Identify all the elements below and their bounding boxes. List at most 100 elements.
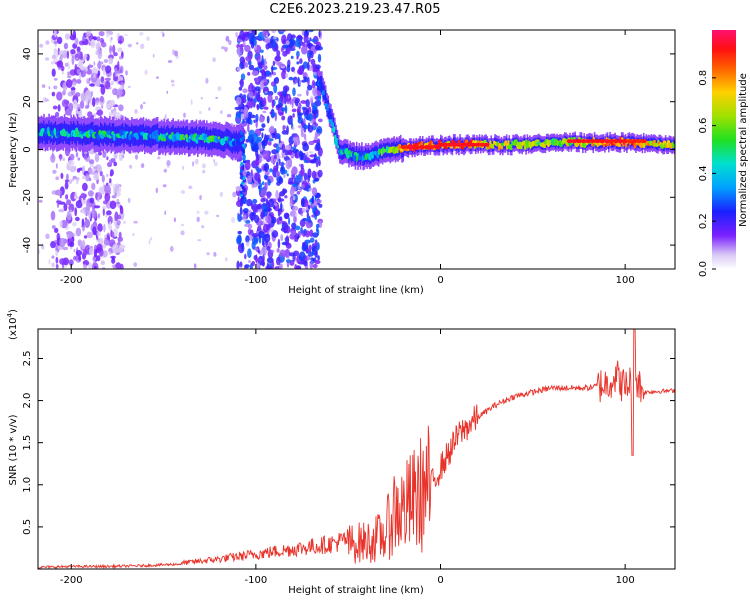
- noise-speck: [72, 30, 77, 39]
- noise-speck: [281, 188, 286, 196]
- noise-speck: [264, 133, 267, 143]
- noise-speck: [89, 83, 95, 87]
- noise-speck: [265, 43, 270, 50]
- noise-speck: [99, 170, 103, 177]
- noise-speck: [110, 80, 114, 86]
- noise-speck: [166, 90, 169, 95]
- noise-speck: [246, 175, 253, 183]
- noise-speck: [236, 67, 242, 72]
- noise-speck: [194, 158, 199, 165]
- noise-speck: [263, 208, 268, 217]
- noise-speck: [205, 77, 209, 84]
- noise-speck: [118, 104, 124, 112]
- noise-speck: [289, 115, 293, 120]
- snr-ytick-label: 0.5: [22, 519, 33, 535]
- noise-speck: [102, 151, 107, 158]
- noise-speck: [75, 227, 82, 237]
- noise-speck: [243, 208, 249, 214]
- noise-speck: [281, 115, 286, 121]
- noise-speck: [163, 168, 167, 173]
- noise-speck: [74, 37, 79, 46]
- noise-speck: [59, 220, 63, 228]
- noise-speck: [173, 50, 179, 57]
- ridge-peak: [405, 145, 412, 150]
- ridge-peak: [576, 139, 582, 144]
- noise-speck: [276, 248, 280, 253]
- noise-speck: [67, 159, 75, 167]
- noise-speck: [156, 76, 159, 79]
- noise-speck: [111, 195, 117, 199]
- noise-speck: [170, 245, 174, 252]
- noise-speck: [92, 97, 96, 107]
- ridge-core: [318, 80, 324, 86]
- noise-speck: [239, 56, 245, 65]
- noise-speck: [258, 147, 263, 152]
- noise-speck: [164, 210, 166, 215]
- noise-speck: [312, 232, 319, 238]
- noise-speck: [182, 165, 184, 170]
- noise-speck: [284, 212, 289, 219]
- noise-speck: [134, 109, 138, 114]
- snr-xtick-label: 100: [616, 575, 635, 586]
- ridge-peak: [571, 139, 578, 144]
- noise-speck: [307, 61, 310, 71]
- noise-speck: [213, 161, 218, 167]
- noise-speck: [292, 205, 299, 212]
- noise-speck: [111, 36, 113, 41]
- noise-speck: [106, 203, 111, 206]
- noise-speck: [236, 188, 240, 192]
- noise-speck: [101, 41, 107, 48]
- noise-speck: [237, 213, 243, 222]
- noise-speck: [291, 126, 295, 131]
- noise-speck: [94, 97, 100, 103]
- noise-speck: [303, 172, 308, 181]
- noise-speck: [74, 64, 78, 72]
- noise-speck: [294, 238, 299, 242]
- noise-speck: [57, 104, 61, 112]
- noise-speck: [232, 191, 237, 198]
- noise-speck: [75, 249, 83, 256]
- snr-panel: -200 -100 0 100 0.5 1.0 1.5 2.0 2.5 Height of st…: [6, 309, 676, 596]
- noise-speck: [180, 230, 185, 236]
- noise-speck: [114, 70, 119, 75]
- noise-speck: [83, 154, 88, 161]
- noise-speck: [245, 61, 249, 68]
- ridge-peak: [442, 142, 449, 147]
- noise-speck: [285, 235, 290, 245]
- noise-speck: [254, 77, 260, 83]
- noise-speck: [274, 95, 279, 101]
- colorbar-tick-label: 0.6: [698, 118, 709, 134]
- noise-speck: [318, 203, 323, 208]
- noise-speck: [50, 61, 55, 65]
- noise-speck: [290, 55, 294, 60]
- noise-speck: [239, 201, 244, 207]
- noise-speck: [274, 55, 281, 62]
- noise-speck: [64, 62, 69, 67]
- noise-speck: [238, 266, 243, 269]
- noise-speck: [51, 91, 56, 97]
- noise-speck: [255, 166, 259, 170]
- noise-speck: [91, 90, 94, 96]
- noise-speck: [285, 259, 292, 263]
- noise-speck: [280, 93, 284, 102]
- noise-speck: [142, 101, 146, 105]
- noise-speck: [148, 238, 151, 245]
- ridge-peak: [626, 139, 633, 144]
- noise-speck: [55, 176, 60, 181]
- noise-speck: [243, 214, 247, 218]
- noise-speck: [259, 182, 263, 189]
- noise-speck: [263, 64, 268, 70]
- noise-speck: [256, 97, 264, 101]
- noise-speck: [251, 232, 253, 235]
- ridge-core: [330, 122, 335, 127]
- noise-speck: [251, 183, 255, 189]
- noise-speck: [113, 266, 117, 269]
- noise-speck: [74, 92, 81, 97]
- noise-speck: [104, 192, 111, 202]
- noise-speck: [292, 195, 296, 201]
- noise-speck: [240, 109, 244, 112]
- noise-speck: [68, 203, 75, 213]
- noise-speck: [296, 50, 300, 58]
- noise-speck: [77, 239, 83, 247]
